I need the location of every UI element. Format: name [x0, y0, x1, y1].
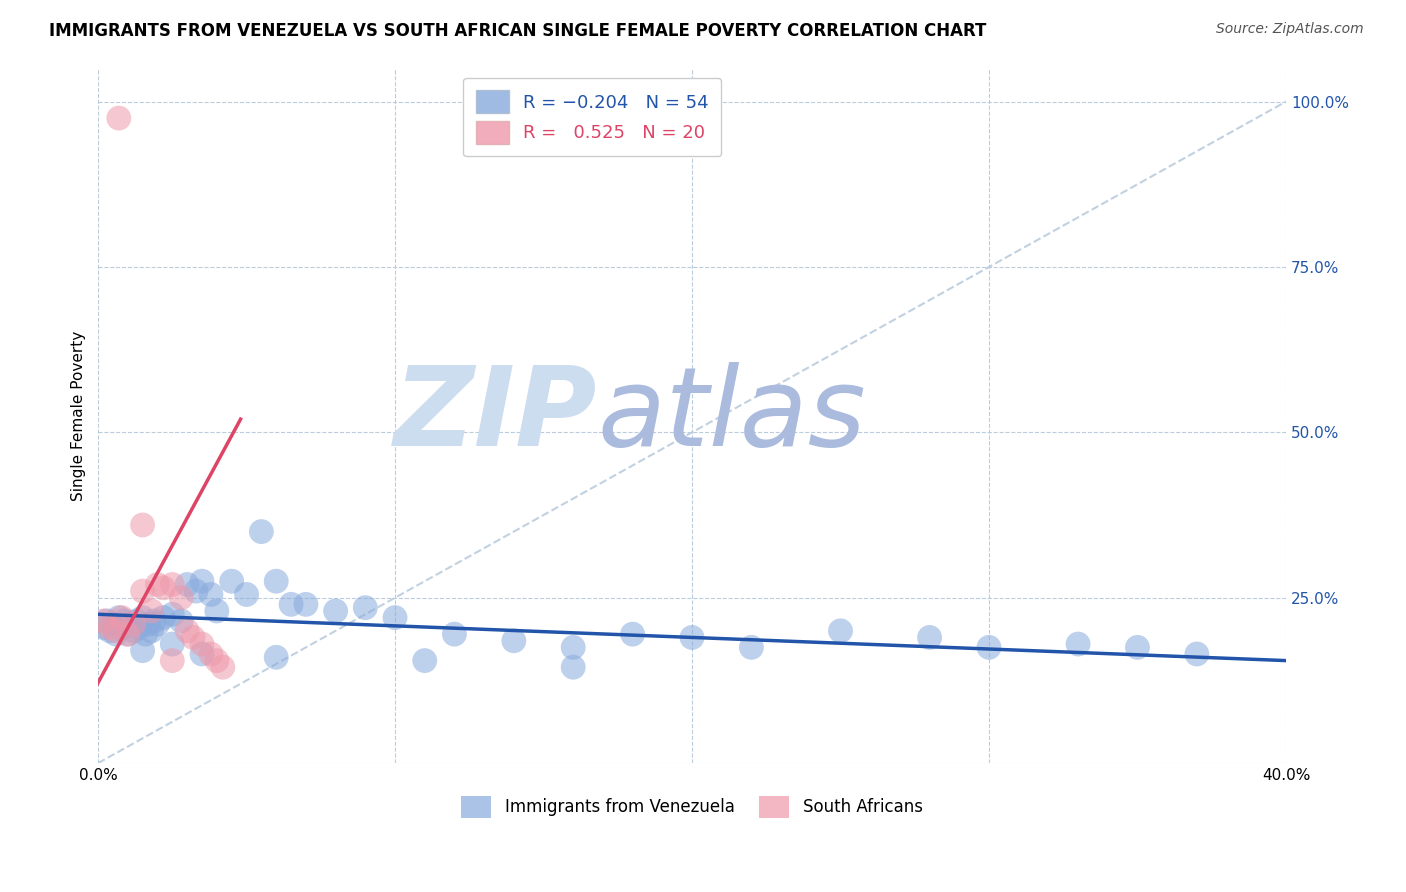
- Point: [170, 614, 193, 628]
- Point: [1067, 637, 1090, 651]
- Point: [98, 624, 121, 638]
- Point: [280, 598, 302, 612]
- Point: [152, 610, 174, 624]
- Point: [181, 631, 204, 645]
- Point: [384, 610, 406, 624]
- Point: [128, 620, 150, 634]
- Point: [740, 640, 762, 655]
- Point: [141, 604, 163, 618]
- Text: IMMIGRANTS FROM VENEZUELA VS SOUTH AFRICAN SINGLE FEMALE POVERTY CORRELATION CHA: IMMIGRANTS FROM VENEZUELA VS SOUTH AFRIC…: [49, 22, 987, 40]
- Point: [184, 584, 207, 599]
- Point: [830, 624, 852, 638]
- Point: [562, 660, 585, 674]
- Point: [235, 587, 257, 601]
- Point: [125, 614, 148, 628]
- Point: [200, 587, 222, 601]
- Point: [191, 574, 214, 589]
- Point: [108, 610, 131, 624]
- Point: [117, 627, 139, 641]
- Point: [146, 617, 169, 632]
- Point: [114, 614, 136, 628]
- Point: [205, 604, 228, 618]
- Point: [162, 637, 184, 651]
- Point: [146, 577, 169, 591]
- Point: [93, 620, 115, 634]
- Point: [108, 111, 131, 125]
- Point: [354, 600, 377, 615]
- Point: [131, 518, 153, 533]
- Point: [131, 584, 153, 599]
- Point: [191, 637, 214, 651]
- Point: [141, 624, 163, 638]
- Point: [162, 654, 184, 668]
- Point: [101, 617, 124, 632]
- Point: [104, 624, 127, 638]
- Point: [211, 660, 233, 674]
- Point: [191, 647, 214, 661]
- Point: [1185, 647, 1208, 661]
- Point: [138, 617, 160, 632]
- Point: [135, 627, 157, 641]
- Point: [250, 524, 273, 539]
- Point: [170, 591, 193, 605]
- Point: [96, 614, 118, 628]
- Point: [264, 650, 287, 665]
- Point: [98, 620, 121, 634]
- Point: [264, 574, 287, 589]
- Point: [176, 624, 198, 638]
- Point: [176, 577, 198, 591]
- Point: [502, 633, 524, 648]
- Point: [562, 640, 585, 655]
- Point: [143, 614, 166, 628]
- Point: [977, 640, 1000, 655]
- Point: [152, 581, 174, 595]
- Legend: Immigrants from Venezuela, South Africans: Immigrants from Venezuela, South African…: [454, 789, 929, 824]
- Point: [325, 604, 347, 618]
- Point: [205, 654, 228, 668]
- Point: [120, 617, 142, 632]
- Text: ZIP: ZIP: [394, 362, 598, 469]
- Point: [621, 627, 644, 641]
- Point: [131, 643, 153, 657]
- Point: [918, 631, 941, 645]
- Point: [1126, 640, 1149, 655]
- Text: Source: ZipAtlas.com: Source: ZipAtlas.com: [1216, 22, 1364, 37]
- Point: [111, 610, 134, 624]
- Point: [111, 620, 134, 634]
- Point: [131, 610, 153, 624]
- Point: [162, 607, 184, 622]
- Point: [221, 574, 243, 589]
- Point: [117, 627, 139, 641]
- Point: [413, 654, 436, 668]
- Text: atlas: atlas: [598, 362, 866, 469]
- Point: [122, 624, 145, 638]
- Point: [122, 617, 145, 632]
- Point: [681, 631, 703, 645]
- Point: [93, 614, 115, 628]
- Point: [104, 627, 127, 641]
- Point: [295, 598, 318, 612]
- Point: [162, 577, 184, 591]
- Y-axis label: Single Female Poverty: Single Female Poverty: [72, 331, 86, 501]
- Point: [200, 647, 222, 661]
- Point: [443, 627, 465, 641]
